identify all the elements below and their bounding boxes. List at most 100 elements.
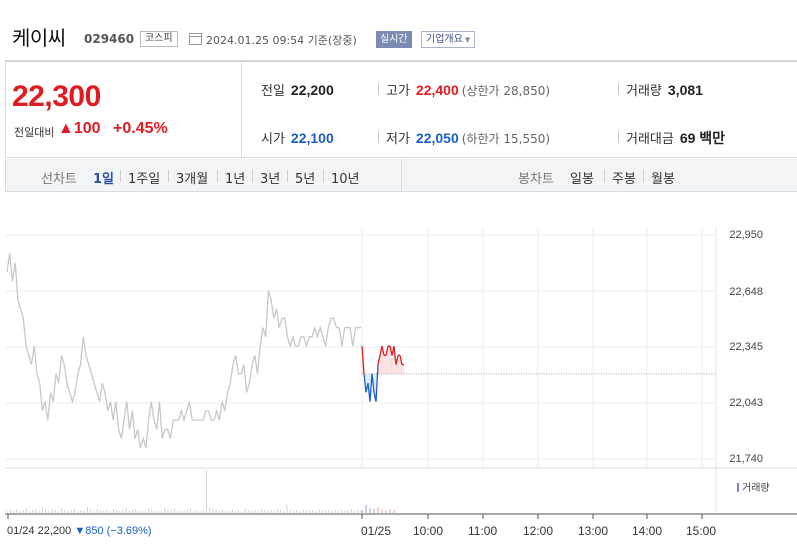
prev-day-pct: (−3.69%) <box>106 525 152 537</box>
prev-close-value: 22,200 <box>290 82 334 98</box>
today-area-segment <box>384 355 386 374</box>
divider <box>378 83 379 95</box>
volume-label: 거래량 <box>626 84 662 99</box>
stock-code: 029460 <box>84 32 135 46</box>
trade-value-cell: 거래대금 69 백만 <box>626 128 725 148</box>
x-tick-label: 13:00 <box>578 524 609 538</box>
change-percent: +0.45% <box>113 120 168 137</box>
change-value: ▲100 <box>58 120 101 137</box>
calendar-icon <box>189 33 202 45</box>
today-series-segment <box>389 345 393 356</box>
today-series-segment <box>361 346 365 374</box>
today-series-segment <box>371 373 375 393</box>
tab-5y[interactable]: 5년 <box>295 172 316 187</box>
volume-legend: 거래량 <box>737 479 770 494</box>
quote-datetime: 2024.01.25 09:54 기준(장중) <box>206 34 357 47</box>
chart-period-tabs: 선차트 1일 1주일 3개월 1년 3년 5년 10년 봉차트 일봉 주봉 월봉 <box>5 159 797 192</box>
line-chart-label: 선차트 <box>41 172 77 187</box>
divider <box>618 131 619 143</box>
tab-separator <box>120 170 121 182</box>
today-series-segment <box>379 345 383 356</box>
prev-close-cell: 전일 22,200 <box>261 80 334 99</box>
prev-day-date: 01/24 <box>7 525 35 537</box>
stock-name: 케이씨 <box>12 26 66 50</box>
today-area-segment <box>388 346 390 374</box>
prev-day-series <box>6 253 361 449</box>
current-price-panel: 22,300 전일대비 ▲100 +0.45% <box>6 62 242 158</box>
x-tick-label: 12:00 <box>523 524 554 538</box>
today-series-segment <box>399 355 403 365</box>
today-series-segment <box>363 373 367 393</box>
chevron-down-icon: ▼ <box>464 36 471 44</box>
x-tick-label: 10:00 <box>413 524 444 538</box>
tab-10y[interactable]: 10년 <box>331 172 360 187</box>
tab-weekly-candle[interactable]: 주봉 <box>612 172 636 187</box>
today-series-segment <box>377 355 381 365</box>
high-value: 22,400 <box>415 82 459 98</box>
tab-3y[interactable]: 3년 <box>260 172 281 187</box>
today-series-segment <box>369 373 373 402</box>
tab-1d[interactable]: 1일 <box>93 172 115 187</box>
x-tick-label: 14:00 <box>632 524 663 538</box>
price-summary: 22,300 전일대비 ▲100 +0.45% 전일 22,200 고가 22,40… <box>5 60 797 158</box>
candle-chart-label: 봉차트 <box>518 172 554 187</box>
tabs-divider <box>401 159 402 191</box>
volume-cell: 거래량 3,081 <box>626 80 703 99</box>
tab-separator <box>287 170 288 182</box>
market-badge: 코스피 <box>140 31 178 47</box>
low-value: 22,050 <box>415 130 459 146</box>
high-cell: 고가 22,400 (상한가 28,850) <box>386 80 550 99</box>
tab-separator <box>217 170 218 182</box>
lower-limit: (하한가 15,550) <box>461 132 551 146</box>
divider <box>378 131 379 143</box>
previous-day-note: 01/24 22,200 ▼850 (−3.69%) <box>7 525 152 537</box>
tab-separator <box>252 170 253 182</box>
x-tick-label: 15:00 <box>686 524 717 538</box>
change-label: 전일대비 <box>14 126 55 139</box>
today-series-segment <box>395 355 399 365</box>
company-overview-dropdown[interactable]: 기업개요 ▼ <box>421 31 476 48</box>
tab-3m[interactable]: 3개월 <box>176 172 209 187</box>
y-tick-label: 22,950 <box>729 229 763 241</box>
today-series-segment <box>393 346 397 365</box>
prev-close-label: 전일 <box>261 84 285 99</box>
volume-value: 3,081 <box>667 82 703 98</box>
tab-monthly-candle[interactable]: 월봉 <box>651 172 675 187</box>
open-value: 22,100 <box>290 130 334 146</box>
divider <box>618 83 619 95</box>
tab-separator <box>323 170 324 182</box>
tab-1y[interactable]: 1년 <box>225 172 246 187</box>
x-tick-label: 11:00 <box>468 524 498 538</box>
trade-value-value: 69 백만 <box>679 130 726 146</box>
x-tick-label: 01/25 <box>361 524 392 538</box>
prev-day-change: ▼850 <box>74 525 104 537</box>
trade-value-label: 거래대금 <box>626 132 674 147</box>
today-series-segment <box>381 345 385 356</box>
current-price: 22,300 <box>12 80 101 113</box>
today-series-segment <box>375 364 379 402</box>
tab-daily-candle[interactable]: 일봉 <box>570 172 594 187</box>
open-label: 시가 <box>261 132 285 147</box>
low-label: 저가 <box>386 132 410 147</box>
y-tick-label: 22,043 <box>729 397 763 409</box>
stock-header: 케이씨 029460 코스피 2024.01.25 09:54 기준(장중) 실… <box>0 0 797 56</box>
price-chart-svg <box>5 228 797 519</box>
low-cell: 저가 22,050 (하한가 15,550) <box>386 128 550 147</box>
y-tick-label: 21,740 <box>729 453 763 465</box>
tab-separator <box>643 170 644 182</box>
tab-1w[interactable]: 1주일 <box>128 172 161 187</box>
today-series-segment <box>385 345 389 356</box>
y-tick-label: 22,648 <box>729 286 763 298</box>
today-area-segment <box>376 364 378 402</box>
realtime-button[interactable]: 실시간 <box>376 31 412 48</box>
upper-limit: (상한가 28,850) <box>461 84 551 98</box>
high-label: 고가 <box>386 84 410 99</box>
tab-separator <box>168 170 169 182</box>
price-chart[interactable]: 22,950 22,648 22,345 22,043 21,740 거래량 0… <box>5 193 797 557</box>
tab-separator <box>604 170 605 182</box>
company-overview-label: 기업개요 <box>426 34 463 45</box>
today-area-segment <box>398 355 400 374</box>
prev-day-price: 22,200 <box>37 525 72 537</box>
y-tick-label: 22,345 <box>729 341 763 353</box>
open-cell: 시가 22,100 <box>261 128 334 147</box>
